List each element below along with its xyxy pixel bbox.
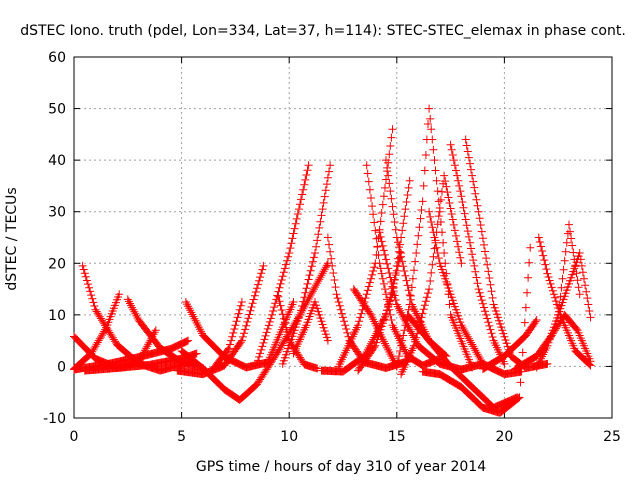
data-points xyxy=(70,104,595,417)
plot-frame xyxy=(73,56,613,419)
series-markers xyxy=(354,176,414,375)
series-20 xyxy=(354,176,414,375)
y-tick-label: -10 xyxy=(43,411,66,427)
x-tick-label: 15 xyxy=(388,429,406,445)
chart-title: dSTEC Iono. truth (pdel, Lon=334, Lat=37… xyxy=(20,23,626,39)
series-29 xyxy=(478,316,541,373)
series-markers xyxy=(403,310,522,412)
y-tick-label: 20 xyxy=(48,256,66,272)
series-markers xyxy=(478,316,541,373)
series-markers xyxy=(425,207,526,379)
series-markers xyxy=(446,140,509,368)
y-tick-label: 60 xyxy=(48,50,66,66)
series-6 xyxy=(177,259,332,404)
y-tick-label: 0 xyxy=(57,359,66,375)
x-tick-label: 0 xyxy=(70,429,79,445)
x-tick-label: 10 xyxy=(280,429,298,445)
x-tick-label: 25 xyxy=(603,429,621,445)
series-markers xyxy=(289,298,332,358)
series-markers xyxy=(252,161,313,368)
y-tick-label: 10 xyxy=(48,308,66,324)
x-tick-label: 20 xyxy=(495,429,513,445)
series-26 xyxy=(461,135,552,372)
series-13 xyxy=(278,161,335,368)
x-tick-label: 5 xyxy=(177,429,186,445)
series-markers xyxy=(397,171,466,379)
series-markers xyxy=(554,249,595,322)
series-11 xyxy=(289,298,332,358)
y-tick-labels: -10 0 10 20 30 40 50 60 xyxy=(43,50,66,427)
y-tick-label: 50 xyxy=(48,102,66,118)
series-12 xyxy=(252,161,313,368)
y-axis-title: dSTEC / TECUs xyxy=(4,187,20,290)
y-tick-label: 30 xyxy=(48,205,66,221)
x-axis-title: GPS time / hours of day 310 of year 2014 xyxy=(196,459,486,475)
series-23 xyxy=(397,171,466,379)
series-markers xyxy=(334,125,397,371)
series-markers xyxy=(461,135,552,372)
series-9 xyxy=(209,298,246,372)
y-tick-label: 40 xyxy=(48,153,66,169)
tick-marks xyxy=(73,56,613,419)
series-25 xyxy=(446,140,509,368)
x-tick-labels: 0 5 10 15 20 25 xyxy=(70,429,621,445)
series-24 xyxy=(425,207,526,379)
series-markers xyxy=(177,259,332,404)
series-33 xyxy=(554,249,595,322)
series-markers xyxy=(209,298,246,372)
series-17 xyxy=(334,125,397,371)
series-markers xyxy=(511,310,595,373)
series-28 xyxy=(403,310,522,412)
series-31 xyxy=(511,310,595,373)
series-markers xyxy=(278,161,335,368)
